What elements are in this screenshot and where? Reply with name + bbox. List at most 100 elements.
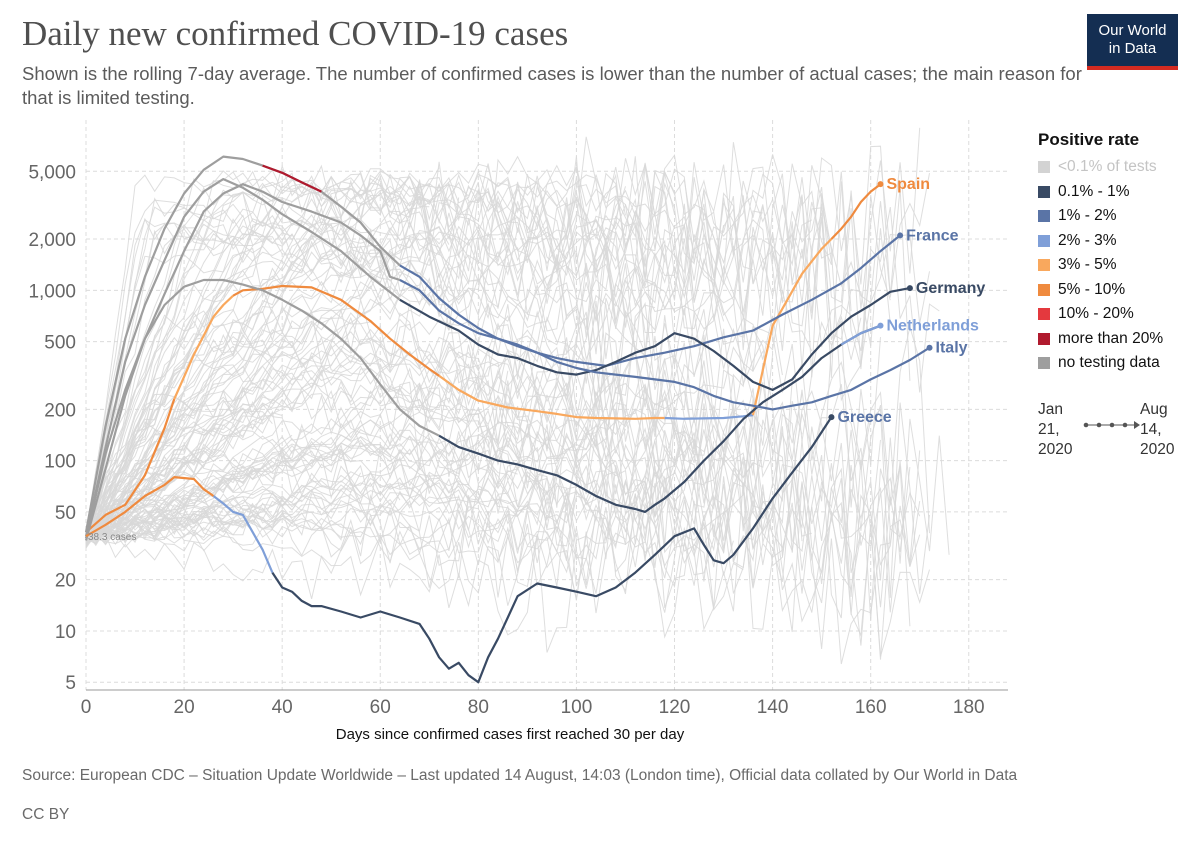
legend-swatch	[1038, 161, 1050, 174]
legend-item[interactable]: 0.1% - 1%	[1038, 180, 1198, 205]
legend-item[interactable]: more than 20%	[1038, 327, 1198, 352]
legend-swatch	[1038, 308, 1050, 321]
series-label[interactable]: France	[906, 227, 959, 244]
background-country-line	[85, 403, 803, 542]
background-country-line	[85, 467, 911, 631]
background-country-line	[85, 363, 695, 537]
legend-item[interactable]: no testing data	[1038, 351, 1198, 376]
background-country-line	[85, 390, 725, 535]
series-label[interactable]: Germany	[916, 280, 985, 297]
series-line-spain[interactable]	[751, 238, 833, 416]
logo-line-2: in Data	[1108, 40, 1157, 57]
legend-item[interactable]: 10% - 20%	[1038, 302, 1198, 327]
background-country-line	[85, 169, 420, 546]
y-tick-label: 200	[44, 400, 76, 421]
time-range-legend[interactable]: Jan 21, 2020 Aug 14, 2020	[1038, 400, 1188, 460]
legend-label: 0.1% - 1%	[1058, 182, 1130, 200]
legend-label: no testing data	[1058, 354, 1160, 372]
time-end-label: Aug 14, 2020	[1140, 401, 1175, 458]
background-country-line	[85, 432, 685, 545]
series-line-italy[interactable]	[399, 264, 931, 411]
background-country-line	[85, 307, 371, 538]
series-line-greece[interactable]	[212, 495, 274, 574]
y-tick-label: 50	[55, 503, 76, 524]
background-country-line	[85, 156, 626, 537]
chart-title: Daily new confirmed COVID-19 cases	[22, 14, 569, 53]
series-end-marker	[897, 232, 904, 239]
series-line-germany[interactable]	[84, 178, 401, 537]
y-tick-label: 1,000	[28, 281, 76, 302]
x-axis-label: Days since confirmed cases first reached…	[335, 726, 685, 743]
background-country-line	[85, 173, 930, 540]
series-end-marker	[926, 344, 933, 351]
series-line-greece[interactable]	[85, 476, 215, 538]
legend-item[interactable]: 5% - 10%	[1038, 278, 1198, 303]
logo-accent-bar	[1087, 66, 1178, 70]
series-end-marker	[877, 181, 884, 188]
legend-item[interactable]: 2% - 3%	[1038, 229, 1198, 254]
legend-label: 10% - 20%	[1058, 305, 1134, 323]
y-tick-label: 100	[44, 452, 76, 473]
background-country-line	[85, 153, 832, 539]
series-line-italy[interactable]	[84, 155, 401, 533]
series-line-spain[interactable]	[664, 414, 754, 420]
legend-item[interactable]: 3% - 5%	[1038, 253, 1198, 278]
legend-label: more than 20%	[1058, 329, 1164, 347]
background-country-line	[85, 422, 626, 543]
time-start-label: Jan 21, 2020	[1038, 401, 1073, 458]
y-tick-label: 500	[44, 333, 76, 354]
series-line-italy[interactable]	[262, 164, 322, 193]
legend-swatch	[1038, 332, 1050, 345]
background-country-line	[85, 465, 901, 591]
legend-item[interactable]: 1% - 2%	[1038, 204, 1198, 229]
series-line-netherlands[interactable]	[840, 324, 881, 346]
series-label[interactable]: Italy	[936, 340, 968, 357]
background-country-line	[85, 288, 656, 534]
series-line-spain[interactable]	[173, 294, 234, 400]
background-country-line	[85, 280, 401, 540]
series-line-spain[interactable]	[85, 398, 176, 534]
axes: 5 10 20 50 100 200 500 1,000 2,000 5,000 0 20 40 60 80…	[28, 162, 1008, 718]
background-country-line	[85, 315, 862, 543]
series-line-germany[interactable]	[399, 287, 911, 391]
background-country-line	[85, 519, 626, 614]
background-country-line	[85, 171, 813, 543]
background-country-line	[85, 199, 459, 544]
background-country-line	[85, 203, 244, 544]
x-tick-label: 40	[272, 697, 293, 718]
legend-swatch	[1038, 210, 1050, 223]
background-country-line	[85, 320, 881, 545]
series-line-france[interactable]	[399, 234, 901, 367]
y-tick-label: 5	[65, 673, 76, 694]
series-end-marker	[906, 285, 913, 292]
series-line-spain[interactable]	[830, 183, 882, 240]
highlighted-series	[84, 155, 933, 684]
series-label[interactable]: Netherlands	[886, 318, 979, 335]
owid-logo[interactable]: Our World in Data	[1087, 14, 1178, 70]
legend-swatch	[1038, 283, 1050, 296]
background-country-line	[85, 227, 783, 538]
legend-label: 1% - 2%	[1058, 207, 1117, 225]
series-line-netherlands[interactable]	[84, 278, 440, 541]
series-line-spain[interactable]	[438, 374, 665, 420]
background-country-line	[85, 526, 577, 653]
series-line-netherlands[interactable]	[438, 324, 881, 513]
legend-swatch	[1038, 185, 1050, 198]
legend-label: 2% - 3%	[1058, 231, 1117, 249]
y-tick-label: 2,000	[28, 230, 76, 251]
legend-swatch	[1038, 357, 1050, 370]
series-label[interactable]: Spain	[886, 176, 930, 193]
series-label[interactable]: Greece	[837, 409, 891, 426]
x-tick-label: 160	[855, 697, 887, 718]
background-country-line	[85, 375, 666, 539]
series-end-marker	[877, 322, 884, 329]
series-line-greece[interactable]	[271, 416, 833, 684]
logo-line-1: Our World	[1098, 22, 1167, 39]
background-country-line	[85, 167, 440, 534]
background-country-line	[85, 226, 783, 548]
line-chart[interactable]: 5 10 20 50 100 200 500 1,000 2,000 5,000 0 20 40 60 80…	[0, 0, 1030, 720]
legend-label: <0.1% of tests	[1058, 158, 1157, 176]
background-country-line	[85, 369, 803, 544]
legend-item[interactable]: <0.1% of tests	[1038, 155, 1198, 180]
x-tick-label: 0	[81, 697, 92, 718]
